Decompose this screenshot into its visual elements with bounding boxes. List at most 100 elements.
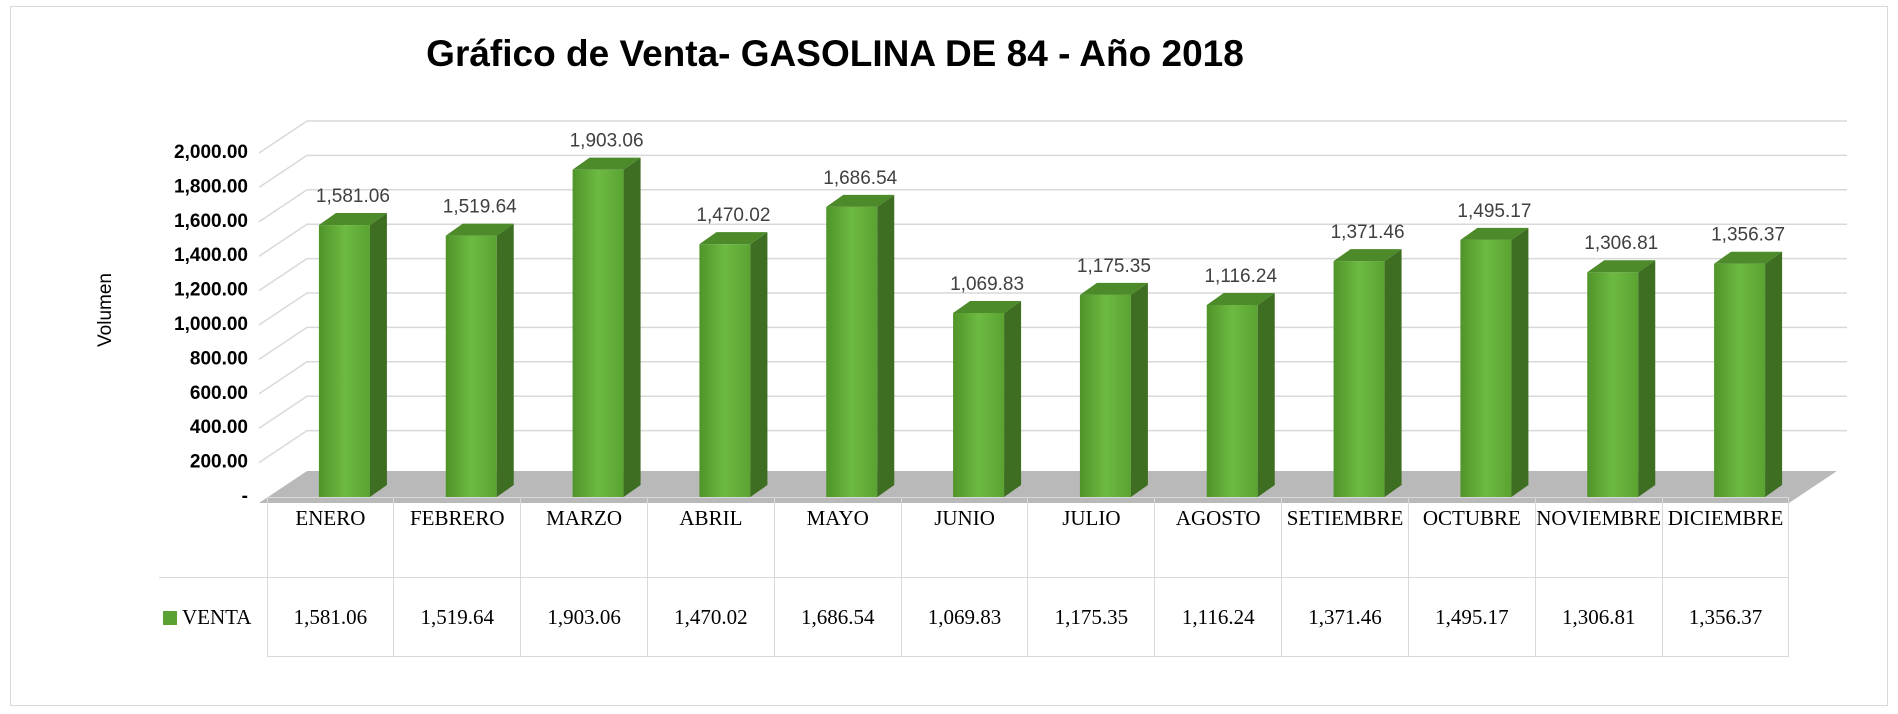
bar: [572, 157, 641, 497]
bar-side: [1638, 260, 1656, 497]
data-label: 1,686.54: [823, 168, 897, 189]
chart-frame: [10, 6, 1888, 706]
bar: [445, 223, 514, 497]
y-tick-label: 600.00: [190, 383, 248, 404]
y-tick-label: 1,200.00: [174, 280, 248, 301]
data-label: 1,069.83: [950, 274, 1024, 295]
y-tick-label: 800.00: [190, 348, 248, 369]
table-value: 1,356.37: [1661, 577, 1790, 657]
bar-front: [1587, 272, 1639, 497]
bar-front: [318, 225, 370, 497]
table-corner: [159, 497, 268, 578]
data-label: 1,371.46: [1331, 222, 1405, 243]
bar: [953, 300, 1022, 497]
table-value: 1,116.24: [1154, 577, 1283, 657]
bar-front: [1333, 261, 1385, 497]
bar-front: [1714, 263, 1766, 497]
bar-front: [1079, 294, 1131, 497]
bar-side: [496, 223, 514, 497]
y-tick-label: 2,000.00: [174, 142, 248, 163]
y-tick-label: 400.00: [190, 417, 248, 438]
data-label: 1,116.24: [1204, 266, 1277, 287]
x-tick-label: OCTUBRE: [1407, 497, 1536, 578]
floor: [259, 471, 1837, 503]
table-value: 1,519.64: [393, 577, 522, 657]
bar-top: [318, 213, 387, 226]
y-tick-label: 200.00: [190, 452, 248, 473]
bar-side: [750, 232, 768, 497]
bar-top: [1460, 227, 1529, 240]
legend-label: VENTA: [182, 604, 252, 629]
table-value: 1,306.81: [1534, 577, 1663, 657]
data-label: 1,306.81: [1584, 233, 1658, 254]
table-value: 1,069.83: [900, 577, 1029, 657]
bar: [1079, 282, 1148, 497]
bar-front: [1460, 239, 1512, 498]
y-tick-label: -: [242, 486, 248, 507]
data-label: 1,356.37: [1711, 225, 1785, 246]
grid-line: [258, 120, 1847, 154]
grid-line: [258, 189, 1847, 223]
x-tick-label: JUNIO: [900, 497, 1029, 578]
x-tick-label: DICIEMBRE: [1661, 497, 1790, 578]
bar-front: [953, 312, 1005, 497]
y-tick-label: 1,800.00: [174, 176, 248, 197]
x-tick-label: NOVIEMBRE: [1534, 497, 1663, 578]
grid-line: [258, 257, 1847, 292]
data-label: 1,470.02: [696, 205, 770, 226]
bar-top: [953, 300, 1022, 313]
table-value: 1,470.02: [646, 577, 775, 657]
bar-front: [445, 235, 497, 497]
bar-front: [826, 206, 878, 498]
bar-side: [1130, 282, 1148, 497]
bar-top: [1714, 251, 1783, 264]
data-label: 1,903.06: [570, 131, 644, 152]
bar: [318, 213, 387, 497]
bar-top: [699, 232, 768, 245]
table-value: 1,495.17: [1407, 577, 1536, 657]
bar: [1587, 260, 1656, 497]
bar-top: [1079, 282, 1148, 295]
table-value: 1,371.46: [1281, 577, 1409, 657]
bar-front: [572, 169, 624, 497]
x-tick-label: MARZO: [520, 497, 648, 578]
bar-side: [1765, 251, 1783, 497]
bar: [1460, 227, 1529, 498]
bar-side: [1511, 227, 1529, 498]
bar: [1206, 293, 1275, 497]
x-tick-label: FEBRERO: [393, 497, 522, 578]
y-tick-label: 1,600.00: [174, 211, 248, 232]
data-label: 1,495.17: [1457, 201, 1531, 222]
legend-cell: VENTA: [159, 577, 268, 657]
bar: [1333, 249, 1402, 497]
grid-line: [258, 223, 1847, 257]
x-tick-label: ABRIL: [646, 497, 775, 578]
x-tick-label: MAYO: [773, 497, 902, 578]
data-label: 1,519.64: [443, 197, 517, 218]
data-label: 1,175.35: [1077, 256, 1151, 277]
x-tick-label: ENERO: [266, 497, 395, 578]
bar-front: [1206, 305, 1258, 497]
bar: [826, 194, 895, 498]
data-label: 1,581.06: [316, 186, 390, 207]
data-table: ENERO FEBRERO MARZO ABRIL MAYO JUNIO JULIO AGOS…: [159, 497, 1790, 657]
grid-line: [258, 154, 1847, 189]
bar-top: [572, 157, 641, 170]
table-value: 1,686.54: [773, 577, 902, 657]
bar-side: [623, 157, 641, 497]
bar: [699, 232, 768, 497]
x-tick-label: JULIO: [1027, 497, 1156, 578]
bar-top: [826, 194, 895, 207]
bar-top: [1587, 260, 1656, 273]
bar-top: [445, 223, 514, 236]
y-axis-label: Volumen: [95, 273, 116, 347]
chart-title: Gráfico de Venta- GASOLINA DE 84 - Año 2…: [426, 33, 1244, 74]
y-tick-label: 1,400.00: [174, 245, 248, 266]
x-tick-label: AGOSTO: [1154, 497, 1283, 578]
bar-side: [1004, 300, 1022, 497]
bar-top: [1333, 249, 1402, 262]
bar-side: [877, 194, 895, 498]
y-tick-label: 1,000.00: [174, 314, 248, 335]
